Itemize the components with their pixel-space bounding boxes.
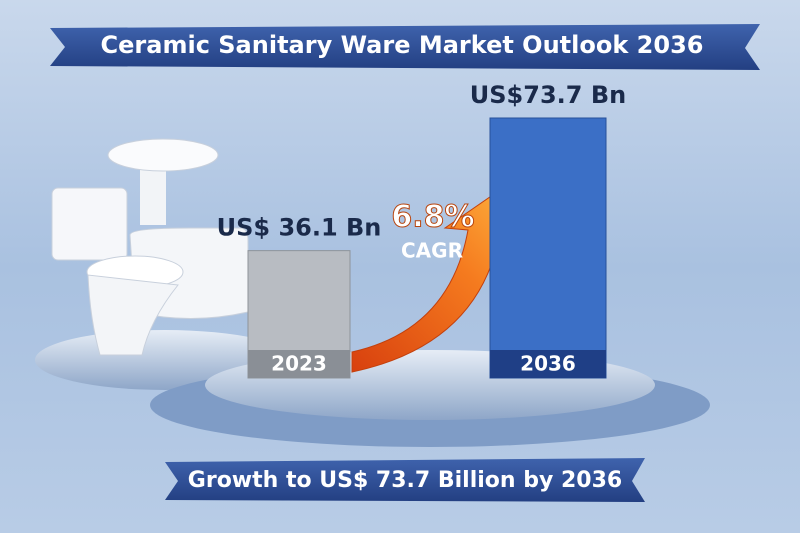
footer: Growth to US$ 73.7 Billion by 2036 [188,468,622,493]
value-label: US$73.7 Bn [470,81,626,109]
chart-title: Ceramic Sanitary Ware Market Outlook 203… [101,31,704,59]
title-ribbon [50,24,760,70]
cagr-label: CAGR [401,239,463,263]
bar [489,117,607,379]
cagr-rate: 6.8% [391,200,474,235]
bar-base [248,350,350,378]
category-label: 2023 [271,352,327,376]
bar-base [490,350,606,378]
value-label: US$ 36.1 Bn [217,214,382,242]
category-label: 2036 [520,352,576,376]
sanitary-ware [51,138,249,356]
footer-ribbon [165,458,645,502]
